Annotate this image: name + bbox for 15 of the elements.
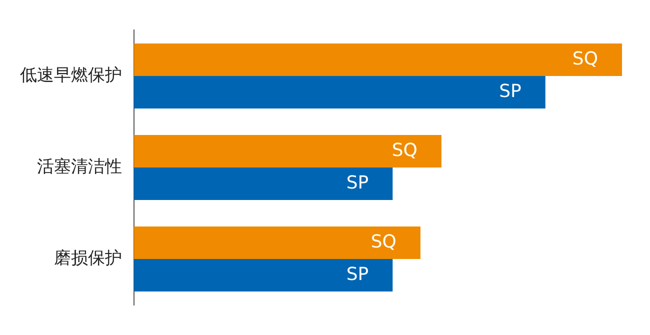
series-label: SQ	[572, 48, 598, 70]
bar	[134, 76, 546, 108]
text: SQ	[370, 231, 396, 252]
text: SP	[346, 172, 369, 194]
bar	[134, 168, 393, 200]
y-tick-label: 磨损保护	[54, 248, 122, 268]
bar	[134, 43, 622, 76]
text: SP	[499, 80, 522, 102]
y-tick-label: 低速早燃保护	[20, 65, 122, 86]
bar	[134, 226, 420, 260]
text: SQ	[392, 140, 418, 161]
bar	[134, 135, 442, 168]
y-tick-label: 活塞清洁性	[37, 156, 122, 177]
series-label: SP	[346, 264, 369, 285]
bar	[134, 259, 393, 292]
